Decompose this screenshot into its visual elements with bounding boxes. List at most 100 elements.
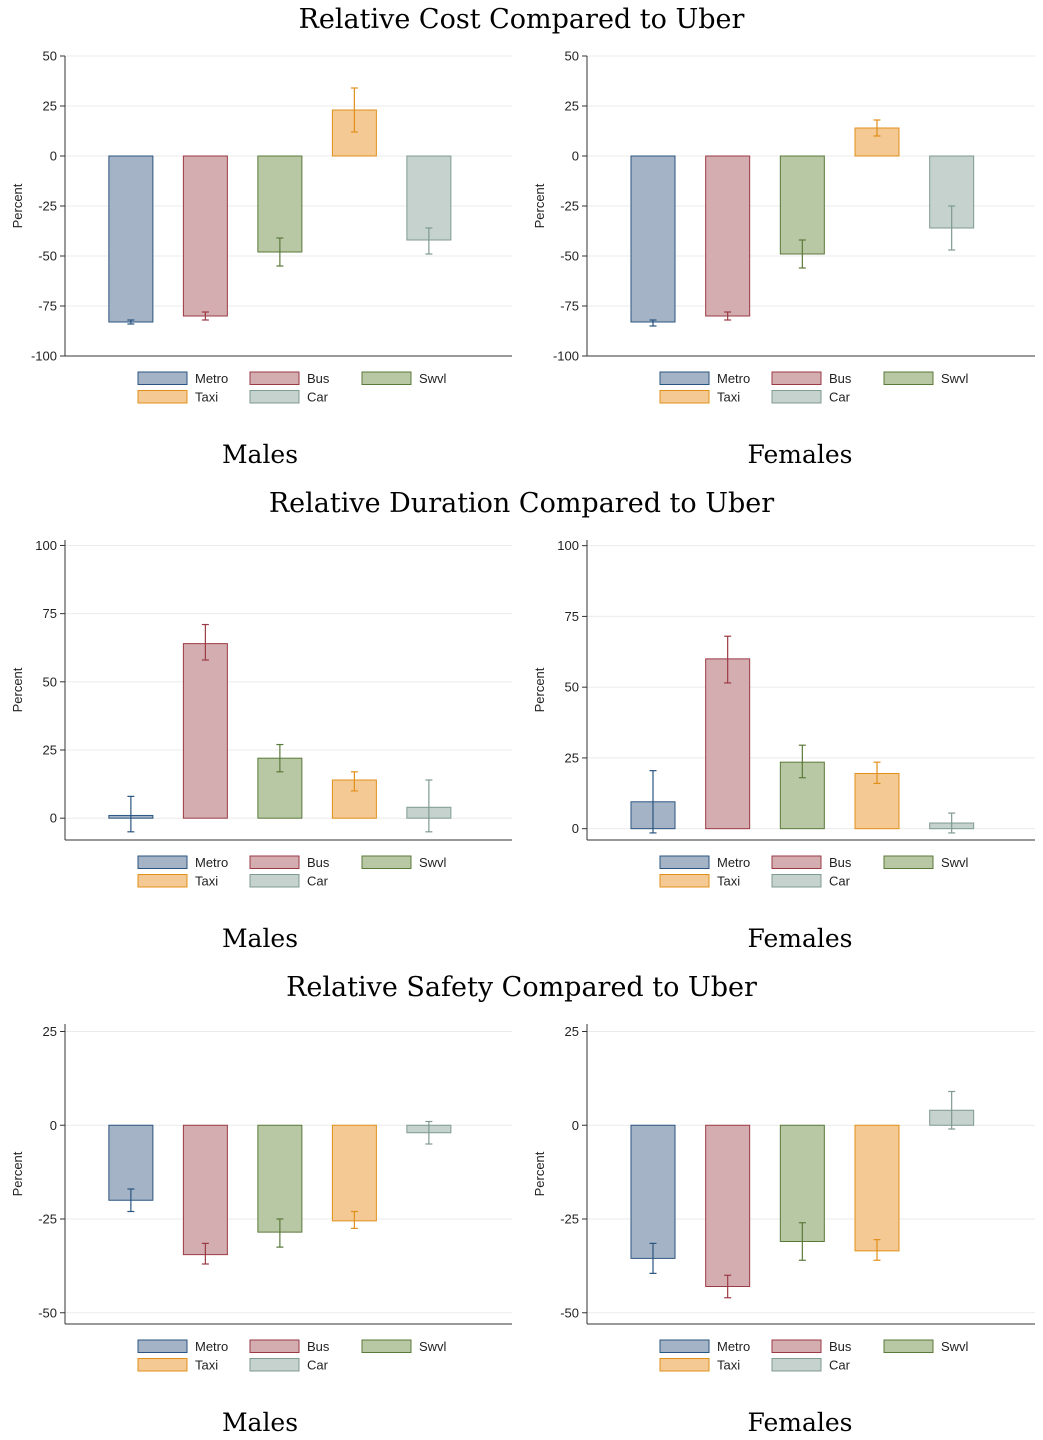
legend-label-taxi: Taxi: [195, 1358, 218, 1373]
y-tick-label: 50: [43, 50, 57, 64]
y-axis-label: Percent: [10, 183, 25, 228]
legend-swatch-swvl: [883, 371, 934, 385]
bar-bus: [182, 155, 228, 317]
bar-bus: [705, 658, 751, 830]
chart-safety-females: 25 0 -25 -50 Percent Metro Bus Swvl Taxi Car: [532, 1024, 1035, 1373]
label-safety-females: Females: [747, 1408, 853, 1437]
legend-swatch-car: [249, 1358, 300, 1372]
chart-safety-males: 25 0 -25 -50 Percent Metro Bus Swvl Taxi Car: [10, 1024, 512, 1373]
legend-swatch-bus: [771, 855, 822, 869]
y-tick-label: -50: [38, 249, 57, 264]
y-axis-label: Percent: [532, 667, 547, 712]
y-tick-label: 50: [43, 674, 57, 689]
legend-label-bus: Bus: [307, 855, 330, 870]
legend-label-bus: Bus: [829, 855, 852, 870]
legend-label-swvl: Swvl: [941, 855, 969, 870]
bar-swvl: [257, 1124, 303, 1233]
legend-label-bus: Bus: [307, 1339, 330, 1354]
legend-swatch-metro: [659, 855, 710, 869]
y-tick-label: -50: [38, 1305, 57, 1320]
y-tick-label: 0: [50, 811, 57, 826]
legend-swatch-metro: [137, 371, 188, 385]
legend-swatch-metro: [659, 371, 710, 385]
legend-swatch-taxi: [137, 874, 188, 888]
label-cost-females: Females: [747, 440, 853, 469]
y-tick-label: -50: [560, 1305, 579, 1320]
legend-swatch-bus: [771, 371, 822, 385]
legend-swatch-taxi: [659, 390, 710, 404]
legend-swatch-swvl: [883, 855, 934, 869]
bar-metro: [630, 155, 676, 323]
chart-duration-males: 100 75 50 25 0 Percent Metro Bus Swvl Taxi Car: [10, 538, 512, 889]
bar-taxi: [854, 1124, 900, 1252]
legend-label-metro: Metro: [717, 1339, 750, 1354]
label-safety-males: Males: [221, 1408, 299, 1437]
legend-label-car: Car: [829, 390, 851, 405]
label-duration-males: Males: [221, 924, 299, 953]
legend-swatch-bus: [249, 371, 300, 385]
bar-metro: [108, 155, 154, 323]
legend-label-metro: Metro: [717, 855, 750, 870]
chart-cost-females: 50 25 0 -25 -50 -75 -100 Percent Metro Bus Swvl Tax…: [532, 50, 1035, 405]
y-axis-label: Percent: [10, 667, 25, 712]
y-tick-label: -75: [560, 299, 579, 314]
legend-label-bus: Bus: [307, 371, 330, 386]
y-tick-label: 25: [565, 1024, 579, 1039]
legend-label-swvl: Swvl: [941, 371, 969, 386]
legend-swatch-swvl: [361, 371, 412, 385]
y-tick-label: 25: [43, 99, 57, 114]
y-tick-label: 0: [572, 821, 579, 836]
y-tick-label: 0: [572, 1118, 579, 1133]
legend-swatch-car: [771, 390, 822, 404]
legend-label-taxi: Taxi: [717, 390, 740, 405]
y-tick-label: 25: [565, 750, 579, 765]
y-tick-label: -75: [38, 299, 57, 314]
legend-label-car: Car: [307, 874, 329, 889]
legend-swatch-taxi: [137, 1358, 188, 1372]
title-cost: Relative Cost Compared to Uber: [298, 4, 745, 35]
y-tick-label: -100: [553, 349, 579, 364]
legend-swatch-car: [249, 390, 300, 404]
legend-label-car: Car: [307, 1358, 329, 1373]
y-axis-label: Percent: [532, 183, 547, 228]
legend-swatch-metro: [137, 855, 188, 869]
bar-metro: [108, 1124, 154, 1201]
bar-bus: [705, 1124, 751, 1287]
y-tick-label: 50: [565, 680, 579, 695]
legend-swatch-swvl: [883, 1339, 934, 1353]
legend-label-swvl: Swvl: [419, 855, 447, 870]
legend-label-taxi: Taxi: [717, 874, 740, 889]
y-axis-label: Percent: [10, 1151, 25, 1196]
legend-label-car: Car: [307, 390, 329, 405]
y-tick-label: 50: [565, 50, 579, 64]
legend-swatch-bus: [249, 1339, 300, 1353]
legend-label-swvl: Swvl: [419, 371, 447, 386]
y-tick-label: -25: [38, 199, 57, 214]
y-tick-label: 75: [43, 606, 57, 621]
legend-swatch-car: [249, 874, 300, 888]
legend-label-metro: Metro: [195, 371, 228, 386]
y-tick-label: 25: [43, 1024, 57, 1039]
y-tick-label: 0: [50, 1118, 57, 1133]
y-tick-label: 75: [565, 609, 579, 624]
legend-swatch-bus: [771, 1339, 822, 1353]
legend-swatch-taxi: [137, 390, 188, 404]
y-tick-label: -25: [560, 1212, 579, 1227]
legend-label-metro: Metro: [717, 371, 750, 386]
legend-label-car: Car: [829, 874, 851, 889]
title-duration: Relative Duration Compared to Uber: [268, 488, 775, 519]
legend-swatch-swvl: [361, 855, 412, 869]
legend-label-bus: Bus: [829, 371, 852, 386]
y-tick-label: 0: [572, 149, 579, 164]
legend-swatch-car: [771, 874, 822, 888]
bar-metro: [630, 1124, 676, 1259]
chart-cost-males: 50 25 0 -25 -50 -75 -100 Percent Metro Bus Swvl Tax…: [10, 50, 512, 405]
legend-label-taxi: Taxi: [717, 1358, 740, 1373]
legend-swatch-metro: [659, 1339, 710, 1353]
legend-label-taxi: Taxi: [195, 390, 218, 405]
legend-swatch-metro: [137, 1339, 188, 1353]
label-cost-males: Males: [221, 440, 299, 469]
legend-swatch-swvl: [361, 1339, 412, 1353]
legend-label-bus: Bus: [829, 1339, 852, 1354]
legend-label-car: Car: [829, 1358, 851, 1373]
